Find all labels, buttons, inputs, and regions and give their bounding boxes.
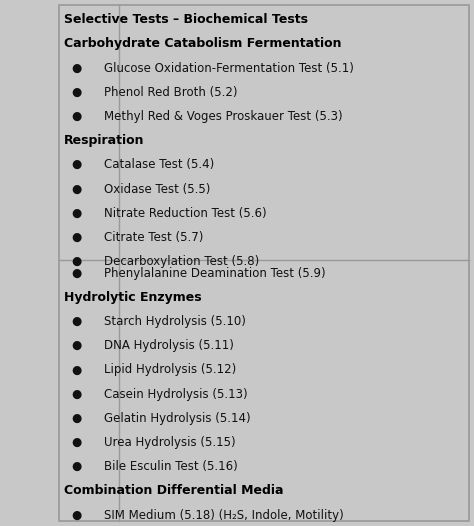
Text: ●: ● [71,412,82,425]
Text: ●: ● [71,339,82,352]
Text: ●: ● [71,183,82,196]
Text: Starch Hydrolysis (5.10): Starch Hydrolysis (5.10) [104,315,246,328]
Text: Bile Esculin Test (5.16): Bile Esculin Test (5.16) [104,460,238,473]
Text: Phenylalanine Deamination Test (5.9): Phenylalanine Deamination Test (5.9) [104,267,326,280]
Text: Carbohydrate Catabolism Fermentation: Carbohydrate Catabolism Fermentation [64,37,341,50]
Text: Lipid Hydrolysis (5.12): Lipid Hydrolysis (5.12) [104,363,237,377]
Text: Catalase Test (5.4): Catalase Test (5.4) [104,158,215,171]
Text: Oxidase Test (5.5): Oxidase Test (5.5) [104,183,210,196]
Text: ●: ● [71,207,82,220]
Text: Gelatin Hydrolysis (5.14): Gelatin Hydrolysis (5.14) [104,412,251,425]
Text: ●: ● [71,158,82,171]
Text: ●: ● [71,255,82,268]
Text: Nitrate Reduction Test (5.6): Nitrate Reduction Test (5.6) [104,207,267,220]
Text: DNA Hydrolysis (5.11): DNA Hydrolysis (5.11) [104,339,234,352]
Text: ●: ● [71,388,82,401]
Text: Glucose Oxidation-Fermentation Test (5.1): Glucose Oxidation-Fermentation Test (5.1… [104,62,354,75]
Text: ●: ● [71,436,82,449]
Text: Respiration: Respiration [64,134,145,147]
Text: ●: ● [71,267,82,280]
Text: Selective Tests – Biochemical Tests: Selective Tests – Biochemical Tests [64,13,308,26]
Text: Phenol Red Broth (5.2): Phenol Red Broth (5.2) [104,86,238,99]
FancyBboxPatch shape [59,5,469,521]
Text: Hydrolytic Enzymes: Hydrolytic Enzymes [64,291,201,304]
Text: Decarboxylation Test (5.8): Decarboxylation Test (5.8) [104,255,260,268]
Text: Urea Hydrolysis (5.15): Urea Hydrolysis (5.15) [104,436,236,449]
Text: ●: ● [71,62,82,75]
Text: SIM Medium (5.18) (H₂S, Indole, Motility): SIM Medium (5.18) (H₂S, Indole, Motility… [104,509,344,522]
Text: ●: ● [71,363,82,377]
Text: ●: ● [71,460,82,473]
Text: Methyl Red & Voges Proskauer Test (5.3): Methyl Red & Voges Proskauer Test (5.3) [104,110,343,123]
Text: Citrate Test (5.7): Citrate Test (5.7) [104,231,204,244]
Text: Combination Differential Media: Combination Differential Media [64,484,283,498]
Text: Casein Hydrolysis (5.13): Casein Hydrolysis (5.13) [104,388,248,401]
Text: ●: ● [71,86,82,99]
Text: ●: ● [71,231,82,244]
Text: ●: ● [71,315,82,328]
Text: ●: ● [71,509,82,522]
Text: ●: ● [71,110,82,123]
